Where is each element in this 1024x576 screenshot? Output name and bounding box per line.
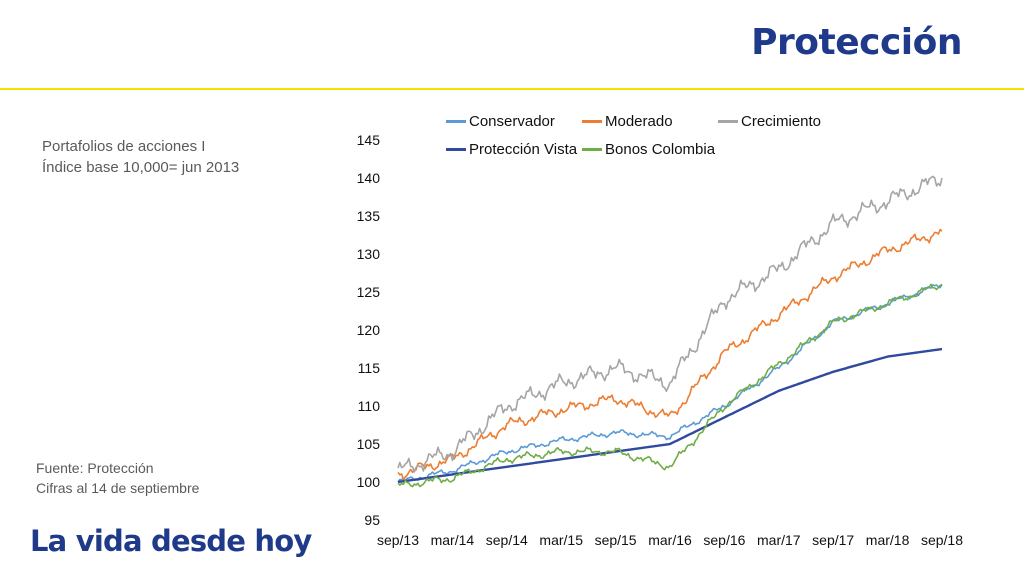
x-tick-label: mar/16 — [648, 532, 692, 548]
x-tick-label: mar/15 — [539, 532, 583, 548]
legend-swatch-crecimiento — [718, 120, 738, 123]
series-line-conservador — [397, 284, 943, 483]
legend-swatch-bonos-colombia — [582, 148, 602, 151]
x-tick-label: sep/16 — [703, 532, 745, 548]
source-line-2: Cifras al 14 de septiembre — [36, 480, 200, 496]
legend-label-crecimiento: Crecimiento — [741, 113, 822, 130]
legend-label-bonos-colombia: Bonos Colombia — [605, 141, 716, 158]
y-tick-label: 110 — [358, 398, 381, 414]
legend-item-moderado: Moderado — [582, 113, 673, 130]
y-tick-label: 130 — [357, 246, 381, 262]
legend-label-conservador: Conservador — [469, 113, 555, 130]
y-tick-label: 100 — [357, 474, 381, 490]
x-tick-label: sep/14 — [486, 532, 528, 548]
source-note: Fuente: Protección Cifras al 14 de septi… — [36, 458, 199, 498]
legend-item-proteccion-vista: Protección Vista — [446, 141, 577, 158]
legend-label-moderado: Moderado — [605, 113, 673, 130]
legend-item-bonos-colombia: Bonos Colombia — [582, 141, 715, 158]
y-tick-label: 105 — [357, 436, 381, 452]
y-tick-label: 145 — [357, 132, 381, 148]
series-line-moderado — [397, 228, 943, 481]
y-tick-label: 115 — [358, 360, 381, 376]
chart-subtitle: Portafolios de acciones I Índice base 10… — [42, 136, 239, 178]
legend-item-conservador: Conservador — [446, 113, 555, 130]
footer-tagline: La vida desde hoy — [30, 524, 312, 558]
legend-swatch-moderado — [582, 120, 602, 123]
y-tick-label: 125 — [357, 284, 381, 300]
x-tick-label: mar/17 — [757, 532, 801, 548]
series-line-bonos-colombia — [397, 283, 943, 488]
title-divider — [0, 88, 1024, 90]
source-line-1: Fuente: Protección — [36, 460, 154, 476]
subtitle-line-1: Portafolios de acciones I — [42, 138, 206, 155]
page-title: Protección — [751, 22, 962, 63]
x-tick-label: sep/13 — [377, 532, 419, 548]
x-tick-label: mar/18 — [866, 532, 910, 548]
x-tick-label: mar/14 — [431, 532, 475, 548]
series-line-protecci-n-vista — [397, 347, 943, 484]
subtitle-line-2: Índice base 10,000= jun 2013 — [42, 159, 240, 176]
series-line-crecimiento — [397, 175, 943, 473]
x-tick-label: sep/15 — [595, 532, 637, 548]
legend-swatch-proteccion-vista — [446, 148, 466, 151]
y-tick-label: 135 — [357, 208, 381, 224]
y-tick-label: 120 — [357, 322, 381, 338]
legend-label-proteccion-vista: Protección Vista — [469, 141, 578, 158]
legend-swatch-conservador — [446, 120, 466, 123]
x-tick-label: sep/18 — [921, 532, 963, 548]
legend-item-crecimiento: Crecimiento — [718, 113, 821, 130]
y-tick-label: 140 — [357, 170, 381, 186]
y-tick-label: 95 — [364, 512, 380, 528]
x-tick-label: sep/17 — [812, 532, 854, 548]
